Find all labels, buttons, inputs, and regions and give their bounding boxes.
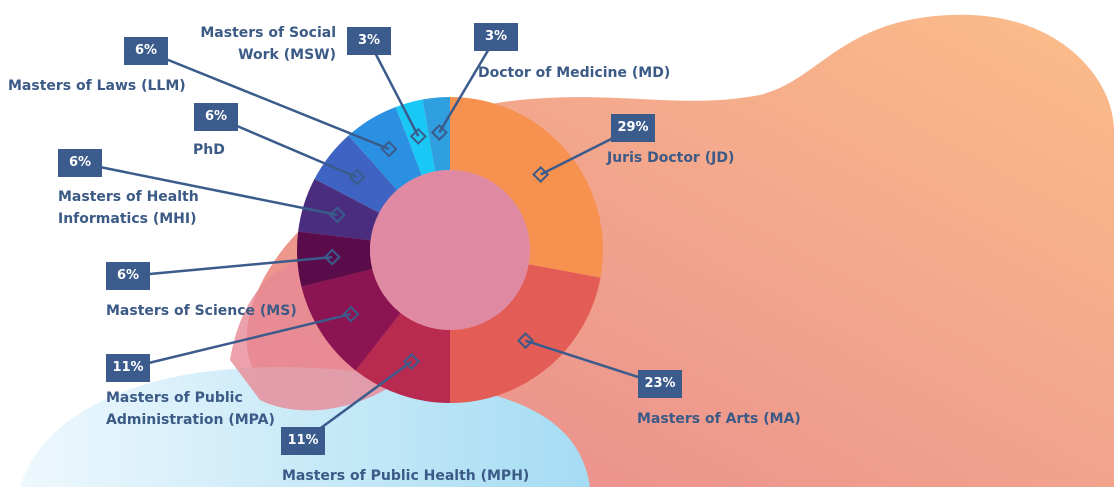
value-label: 3% <box>474 23 518 51</box>
value-label: 29% <box>611 114 655 142</box>
category-label: Doctor of Medicine (MD) <box>478 62 678 84</box>
value-label: 3% <box>347 27 391 55</box>
category-label: Masters of Science (MS) <box>106 300 306 322</box>
category-label: PhD <box>193 139 273 161</box>
category-label: Masters of Social Work (MSW) <box>196 22 336 66</box>
category-label: Masters of Arts (MA) <box>637 408 837 430</box>
infographic: 29% Juris Doctor (JD) 23% Masters of Arts (… <box>0 0 1114 487</box>
value-label: 23% <box>638 370 682 398</box>
category-label: Masters of Laws (LLM) <box>8 75 208 97</box>
value-label: 6% <box>58 149 102 177</box>
value-label: 6% <box>124 37 168 65</box>
donut-hole <box>370 170 530 330</box>
category-label: Masters of Health Informatics (MHI) <box>58 186 208 230</box>
category-label: Masters of Public Health (MPH) <box>282 465 542 487</box>
category-label: Juris Doctor (JD) <box>607 147 807 169</box>
value-label: 6% <box>194 103 238 131</box>
value-label: 11% <box>106 354 150 382</box>
value-label: 6% <box>106 262 150 290</box>
value-label: 11% <box>281 427 325 455</box>
category-label: Masters of Public Administration (MPA) <box>106 387 281 431</box>
